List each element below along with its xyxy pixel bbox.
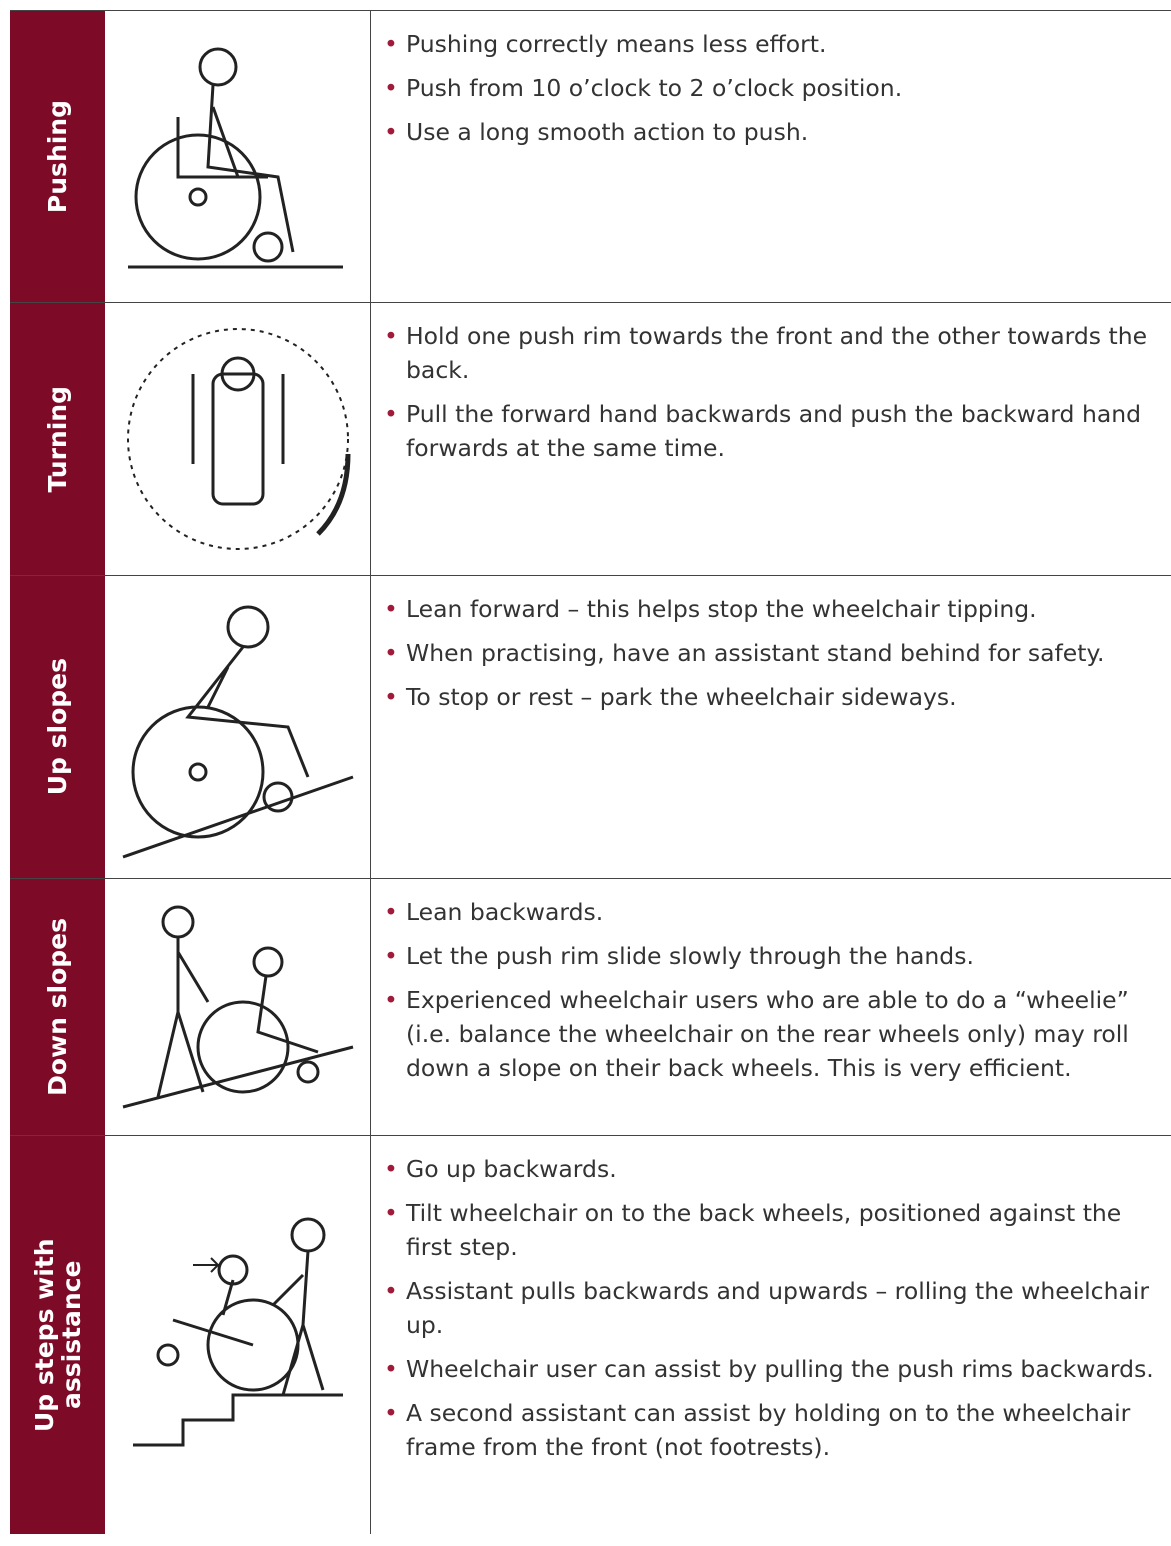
bullet: Assistant pulls backwards and upwards – … xyxy=(384,1274,1171,1342)
row-label-cell: Up slopes xyxy=(10,576,105,878)
row-label-cell: Pushing xyxy=(10,11,105,302)
document-table: Pushing Pushing correctly means less effo… xyxy=(10,10,1171,1534)
table-row: Down slopes Lean backwards. Let the push r… xyxy=(10,879,1171,1136)
row-label: Up slopes xyxy=(43,658,72,796)
table-row: Up slopes Lean forward – this helps stop … xyxy=(10,576,1171,879)
illustration xyxy=(105,303,371,575)
bullet: Lean backwards. xyxy=(384,895,1171,929)
bullet: Hold one push rim towards the front and … xyxy=(384,319,1171,387)
bullet: Pushing correctly means less effort. xyxy=(384,27,1171,61)
row-label-cell: Turning xyxy=(10,303,105,575)
table-row: Up steps with assistance Go up backwards.… xyxy=(10,1136,1171,1534)
bullet-list: Go up backwards. Tilt wheelchair on to th… xyxy=(371,1136,1171,1534)
bullet: Experienced wheelchair users who are abl… xyxy=(384,983,1171,1085)
bullet: When practising, have an assistant stand… xyxy=(384,636,1171,670)
table-row: Turning Hold one push rim towards the fro… xyxy=(10,303,1171,576)
bullet-list: Hold one push rim towards the front and … xyxy=(371,303,1171,575)
illustration xyxy=(105,576,371,878)
bullet: Lean forward – this helps stop the wheel… xyxy=(384,592,1171,626)
illustration xyxy=(105,879,371,1135)
row-label: Up steps with assistance xyxy=(29,1238,86,1432)
row-label: Pushing xyxy=(43,99,72,214)
table-row: Pushing Pushing correctly means less effo… xyxy=(10,11,1171,303)
bullet: To stop or rest – park the wheelchair si… xyxy=(384,680,1171,714)
bullet-list: Lean backwards. Let the push rim slide sl… xyxy=(371,879,1171,1135)
bullet: Let the push rim slide slowly through th… xyxy=(384,939,1171,973)
row-label: Turning xyxy=(43,385,72,493)
bullet: Go up backwards. xyxy=(384,1152,1171,1186)
bullet: A second assistant can assist by holding… xyxy=(384,1396,1171,1464)
illustration xyxy=(105,1136,371,1534)
row-label-cell: Down slopes xyxy=(10,879,105,1135)
bullet-list: Lean forward – this helps stop the wheel… xyxy=(371,576,1171,878)
bullet: Wheelchair user can assist by pulling th… xyxy=(384,1352,1171,1386)
bullet: Use a long smooth action to push. xyxy=(384,115,1171,149)
row-label-cell: Up steps with assistance xyxy=(10,1136,105,1534)
bullet: Push from 10 o’clock to 2 o’clock positi… xyxy=(384,71,1171,105)
bullet-list: Pushing correctly means less effort. Push… xyxy=(371,11,1171,302)
bullet: Pull the forward hand backwards and push… xyxy=(384,397,1171,465)
illustration xyxy=(105,11,371,302)
row-label: Down slopes xyxy=(43,918,72,1096)
bullet: Tilt wheelchair on to the back wheels, p… xyxy=(384,1196,1171,1264)
